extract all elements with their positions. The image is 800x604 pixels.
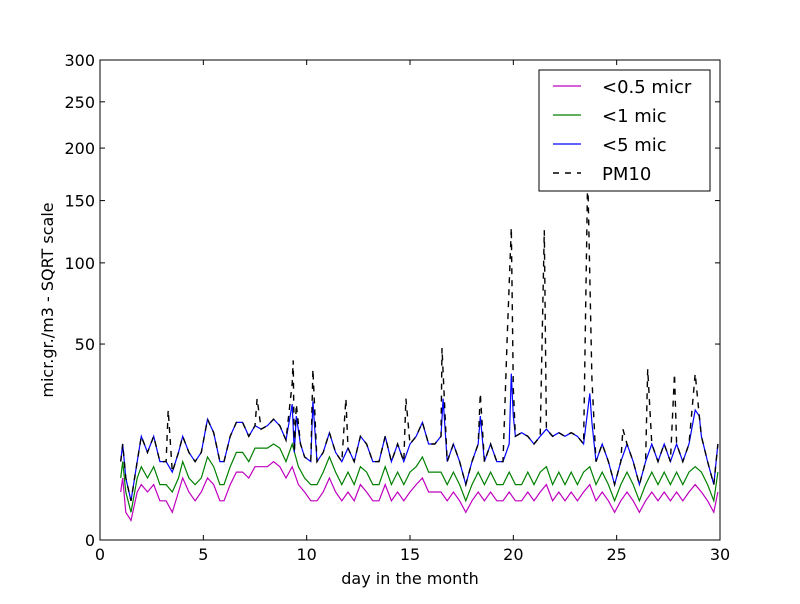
legend-label: <1 mic [602,106,667,127]
x-tick-label: 0 [95,545,105,564]
y-tick-label: 100 [64,254,95,273]
x-tick-label: 25 [606,545,626,564]
y-tick-label: 250 [64,93,95,112]
x-axis-label: day in the month [341,569,478,588]
series-line-3 [120,173,719,501]
x-tick-label: 30 [710,545,730,564]
plot-area [120,173,719,522]
y-tick-label: 300 [64,51,95,70]
y-axis-label: micr.gr./m3 - SQRT scale [38,202,57,397]
x-tick-label: 10 [296,545,316,564]
y-tick-label: 150 [64,192,95,211]
legend-box [538,69,711,192]
x-tick-label: 15 [400,545,420,564]
legend: <0.5 micr <1 mic <5 mic PM10 [538,69,711,192]
y-tick-label: 200 [64,139,95,158]
legend-label: PM10 [602,164,651,185]
legend-label: <0.5 micr [602,77,692,98]
y-tick-label: 50 [75,335,95,354]
x-tick-label: 5 [198,545,208,564]
y-tick-label: 0 [85,531,95,550]
legend-label: <5 mic [602,135,667,156]
series-line-0 [120,460,719,522]
x-tick-label: 20 [503,545,523,564]
series-line-1 [120,441,719,513]
